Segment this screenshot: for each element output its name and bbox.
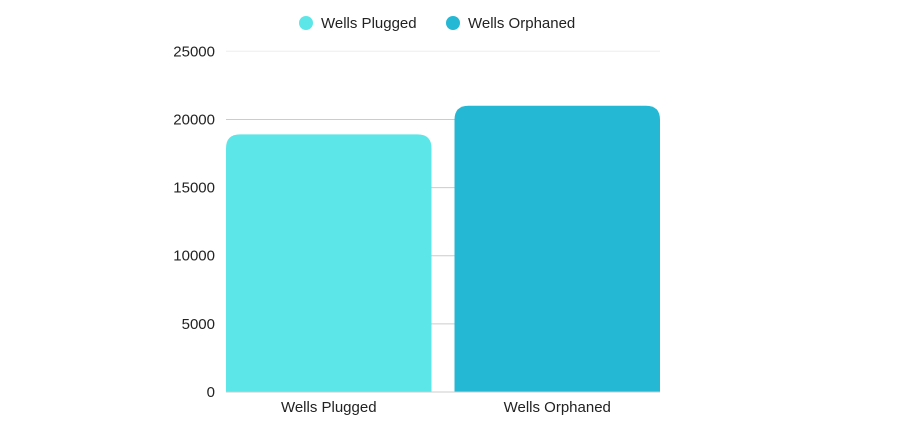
- y-tick-label: 15000: [173, 180, 215, 197]
- legend-label: Wells Orphaned: [468, 15, 575, 32]
- x-tick-label: Wells Orphaned: [504, 399, 611, 416]
- legend-label: Wells Plugged: [321, 15, 417, 32]
- y-tick-label: 0: [207, 384, 215, 401]
- legend-marker: [299, 16, 313, 30]
- bar-wells-orphaned: [454, 105, 660, 392]
- y-tick-label: 10000: [173, 248, 215, 265]
- y-tick-label: 5000: [182, 316, 215, 333]
- x-tick-label: Wells Plugged: [281, 399, 377, 416]
- y-tick-label: 25000: [173, 43, 215, 60]
- bar-wells-plugged: [226, 134, 432, 393]
- y-tick-label: 20000: [173, 111, 215, 128]
- legend-marker: [446, 16, 460, 30]
